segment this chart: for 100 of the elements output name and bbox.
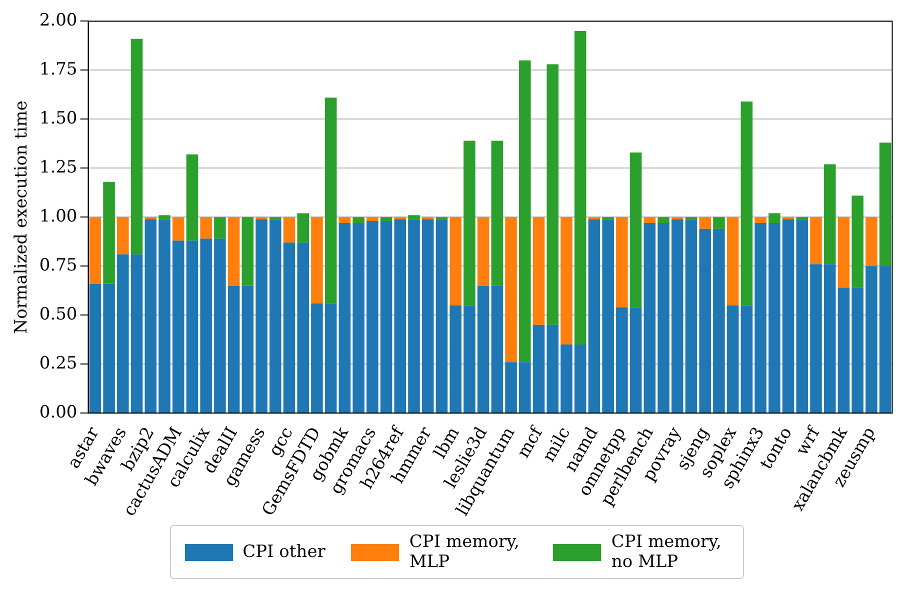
bar	[464, 140, 476, 306]
bar	[450, 217, 462, 306]
bar	[172, 240, 184, 413]
bar	[852, 288, 864, 413]
bar	[117, 254, 129, 413]
bar	[838, 217, 850, 288]
bar	[699, 217, 711, 229]
bar	[491, 286, 504, 413]
bar	[380, 221, 392, 413]
bar	[658, 217, 670, 224]
bar	[630, 307, 642, 413]
bar	[644, 223, 656, 413]
bar	[380, 217, 392, 222]
bar	[338, 223, 351, 413]
bar	[228, 217, 240, 286]
bar	[616, 217, 628, 308]
bar	[519, 362, 531, 413]
bar	[616, 307, 628, 413]
bar	[560, 344, 572, 413]
bar	[464, 305, 476, 413]
bar	[297, 242, 309, 413]
y-tick-label: 1.75	[39, 60, 78, 80]
legend-label: CPI memory, no MLP	[611, 532, 722, 572]
bar	[200, 217, 212, 239]
bar	[574, 344, 586, 413]
bar	[532, 324, 545, 413]
bar	[768, 213, 780, 224]
bar	[726, 305, 739, 413]
y-tick-label: 0.75	[39, 256, 78, 276]
bar	[242, 286, 254, 413]
bar	[130, 254, 143, 413]
bar	[838, 288, 850, 413]
bar	[754, 223, 766, 413]
bar	[810, 217, 822, 264]
bar	[256, 219, 268, 413]
bar	[408, 219, 420, 413]
bar	[574, 30, 586, 344]
bar	[824, 264, 836, 413]
bar	[352, 223, 364, 413]
y-tick-label: 1.50	[39, 108, 78, 129]
bar	[338, 217, 351, 224]
bar	[200, 238, 212, 413]
y-tick-label: 1.25	[39, 158, 78, 178]
bar	[103, 284, 115, 413]
bar	[505, 217, 517, 362]
bar	[283, 242, 296, 413]
bar	[436, 219, 448, 413]
bar	[768, 223, 780, 413]
bar	[214, 217, 226, 239]
y-axis-title: Normalized execution time	[12, 100, 32, 334]
bar	[422, 219, 434, 413]
bar	[879, 266, 892, 413]
bar	[519, 60, 531, 362]
bar	[283, 217, 296, 243]
bar	[740, 102, 753, 306]
bar	[866, 217, 878, 266]
bar	[740, 305, 753, 413]
bar	[228, 286, 240, 413]
bar	[644, 217, 656, 224]
bar	[130, 38, 143, 254]
y-tick-label: 0.00	[39, 402, 78, 422]
bar	[782, 219, 794, 413]
bar	[214, 238, 226, 413]
y-tick-label: 0.50	[39, 304, 78, 325]
bar	[89, 217, 102, 284]
bar	[505, 362, 517, 413]
bar	[852, 196, 864, 288]
bar	[796, 219, 808, 413]
bar	[242, 217, 254, 286]
y-tick-label: 2.00	[39, 10, 78, 31]
bar	[408, 215, 420, 220]
y-tick-label: 1.00	[39, 206, 78, 227]
bar	[630, 152, 642, 308]
bar	[158, 215, 170, 220]
bar	[713, 217, 725, 229]
bar	[172, 217, 184, 241]
bar	[89, 284, 102, 413]
bar	[117, 217, 129, 254]
bar	[671, 219, 684, 413]
bar	[144, 219, 157, 413]
bar	[560, 217, 572, 344]
bar	[532, 217, 545, 325]
bar	[658, 223, 670, 413]
bar	[491, 140, 504, 286]
bar	[546, 324, 559, 413]
bar	[366, 221, 378, 413]
bar	[311, 217, 323, 304]
bar	[699, 228, 711, 413]
legend-label: CPI memory, MLP	[409, 532, 520, 572]
bar	[866, 266, 878, 413]
bar	[324, 303, 337, 413]
bar	[477, 286, 490, 413]
bar	[366, 217, 378, 222]
bar	[311, 303, 323, 413]
bar	[352, 217, 364, 224]
bar	[588, 219, 600, 413]
bar	[450, 305, 462, 413]
bar	[477, 217, 490, 286]
bar	[546, 64, 559, 325]
bar	[754, 217, 766, 224]
